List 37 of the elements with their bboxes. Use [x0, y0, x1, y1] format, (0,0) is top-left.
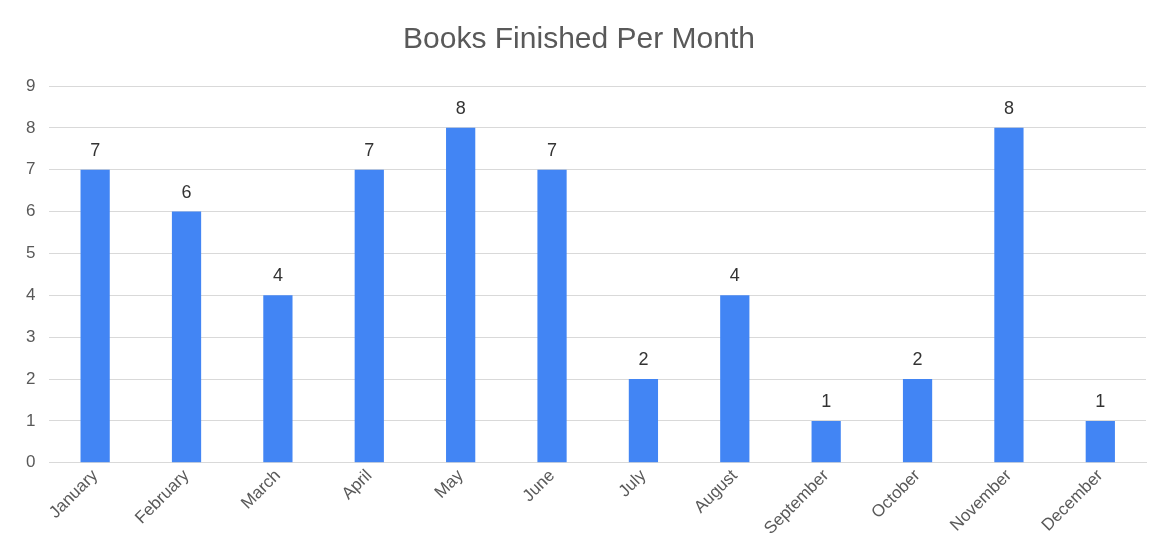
bar [902, 379, 933, 463]
y-tick-label: 3 [25, 326, 36, 346]
bar [171, 211, 202, 463]
y-tick-label: 8 [25, 117, 36, 137]
x-tick-label: July [614, 465, 650, 501]
y-tick-label: 6 [25, 201, 36, 221]
y-tick-label: 9 [25, 75, 36, 95]
data-label: 4 [272, 265, 283, 286]
y-tick-label: 5 [25, 243, 36, 263]
bar [354, 169, 384, 463]
data-label: 2 [638, 349, 649, 370]
bar [537, 169, 567, 463]
data-label: 4 [729, 265, 740, 286]
bar [263, 295, 293, 463]
data-label: 7 [364, 139, 375, 160]
data-label: 6 [181, 181, 192, 202]
data-label: 7 [90, 139, 101, 160]
bar [994, 127, 1024, 463]
y-tick-label: 0 [25, 452, 36, 472]
data-label: 8 [1003, 97, 1014, 118]
bar [1085, 420, 1115, 463]
bar [811, 420, 841, 463]
x-tick-label: May [430, 465, 468, 502]
y-tick-label: 2 [25, 368, 36, 388]
chart-title: Books Finished Per Month [403, 21, 755, 55]
bar [628, 379, 659, 463]
data-label: 8 [455, 97, 466, 118]
bar [446, 127, 476, 463]
y-tick-label: 1 [25, 410, 36, 430]
data-label: 1 [1095, 390, 1106, 411]
data-label: 7 [547, 139, 558, 160]
y-tick-label: 7 [25, 159, 36, 179]
bar [720, 295, 750, 463]
bar [80, 169, 110, 463]
data-label: 2 [912, 349, 923, 370]
y-tick-label: 4 [25, 285, 36, 305]
data-label: 1 [821, 390, 832, 411]
